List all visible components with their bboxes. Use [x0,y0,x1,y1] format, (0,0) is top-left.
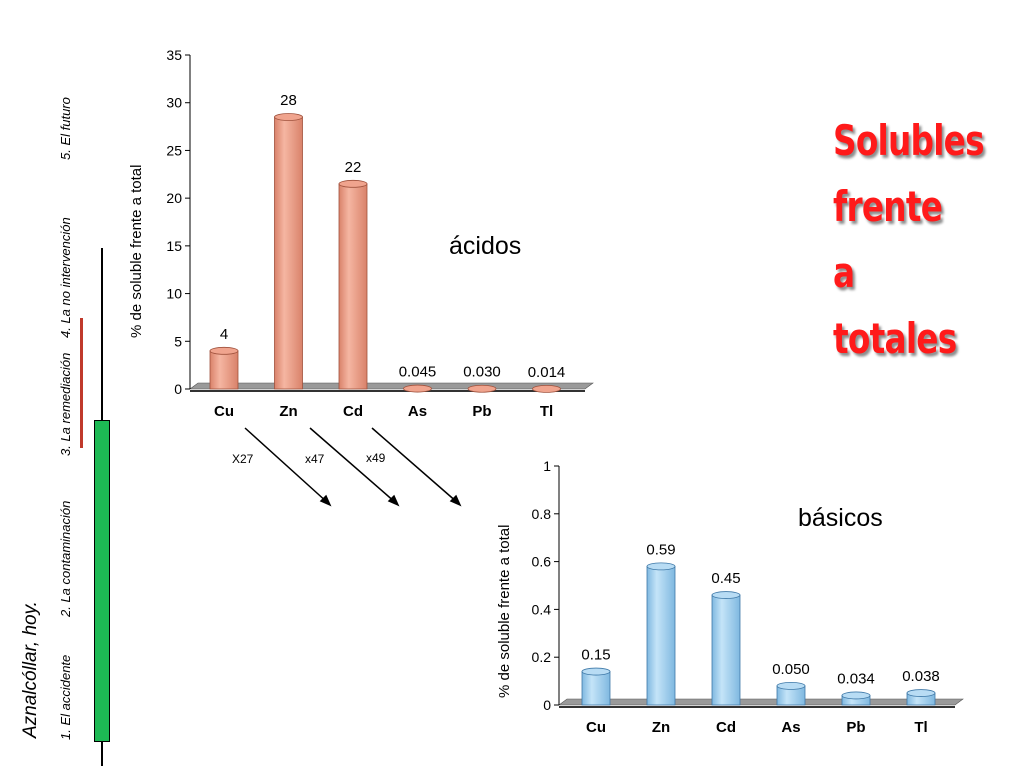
bar-body [274,116,303,390]
bar-body [711,594,741,706]
y-tick-label: 0.6 [532,554,552,570]
data-label: 0.034 [837,670,875,687]
bar-cap [906,689,936,697]
y-tick-label: 30 [166,95,182,111]
category-label: Cu [586,719,606,736]
category-label: Zn [652,719,670,736]
bar-cap [467,384,497,393]
bar-tl [906,689,936,706]
arrowhead-cd [449,494,462,507]
bar-cap [646,562,676,571]
bar-cap [532,384,561,393]
basic-chart: 0 0.2 0.4 0.6 0.8 1 0.15 Cu 0.59 Zn 0.45 Cd 0.050 As 0… [532,458,964,736]
category-label: Tl [540,403,553,420]
data-label: 22 [345,159,362,176]
y-tick-label: 35 [166,47,182,63]
y-tick-label: 0.8 [532,506,552,522]
data-label: 0.045 [399,364,437,381]
arrow-cu [244,427,329,504]
bar-as [776,681,806,706]
bar-zn [646,562,676,706]
bar-cu [581,667,611,706]
y-tick-label: 1 [543,458,551,474]
acid-chart-title: ácidos [449,232,522,260]
category-label: Pb [846,719,865,736]
category-label: Cd [716,719,736,736]
bar-cap [209,346,239,355]
y-tick-label: 0.2 [532,649,552,665]
bar-cap [776,681,806,690]
progress-bar [94,420,110,742]
arrow-zn [309,427,397,504]
bar-cd [338,179,368,390]
data-label: 0.030 [463,364,501,381]
arrowhead-cu [319,494,332,507]
bar-cap [841,691,871,700]
data-label: 0.050 [772,661,810,678]
data-label: 28 [280,92,297,109]
basic-chart-title: básicos [798,504,883,532]
bar-cd [711,591,741,706]
chart-floor [558,698,964,706]
bar-cap [338,179,368,188]
acid-chart: 0 5 10 15 20 25 30 35 4 Cu 28 Zn 22 Cd 0.045 As 0.030 Pb 0… [166,47,594,420]
bar-body [209,350,239,390]
multiplier-zn: x47 [305,452,325,466]
y-tick-label: 10 [166,286,182,302]
data-label: 0.038 [902,668,940,685]
category-label: Pb [472,403,491,420]
data-label: 0.59 [646,541,675,558]
multiplier-cd: x49 [366,451,386,465]
bar-body [581,671,611,706]
bar-cap [581,667,611,676]
arrow-cd [371,427,459,504]
bar-cu [209,346,239,390]
bar-cap [403,384,432,393]
bar-cap [711,591,741,599]
bar-zn [274,113,303,390]
y-tick-label: 5 [174,333,182,349]
y-tick-label: 0 [174,381,182,397]
bar-pb [841,691,871,706]
multiplier-arrows [244,427,462,507]
category-label: As [408,403,427,420]
multiplier-cu: X27 [232,452,254,466]
arrowhead-zn [387,494,400,507]
category-label: Cd [343,403,363,420]
bar-cap [274,113,303,121]
category-label: Zn [279,403,297,420]
data-label: 0.45 [711,570,740,587]
y-tick-label: 15 [166,238,182,254]
progress-active-marker [80,318,83,448]
data-label: 4 [220,326,228,343]
category-label: As [781,719,800,736]
bar-pb [467,384,497,393]
data-label: 0.014 [528,364,566,381]
category-label: Cu [214,403,234,420]
bar-as [403,384,432,393]
category-label: Tl [914,719,927,736]
y-tick-label: 0.4 [532,601,552,617]
data-label: 0.15 [581,647,610,664]
bar-body [338,183,368,390]
y-tick-label: 20 [166,190,182,206]
y-tick-label: 0 [543,697,551,713]
bar-body [646,565,676,706]
slide-title: Solubles frente a totales [833,116,985,363]
bar-tl [532,384,561,393]
y-tick-label: 25 [166,142,182,158]
